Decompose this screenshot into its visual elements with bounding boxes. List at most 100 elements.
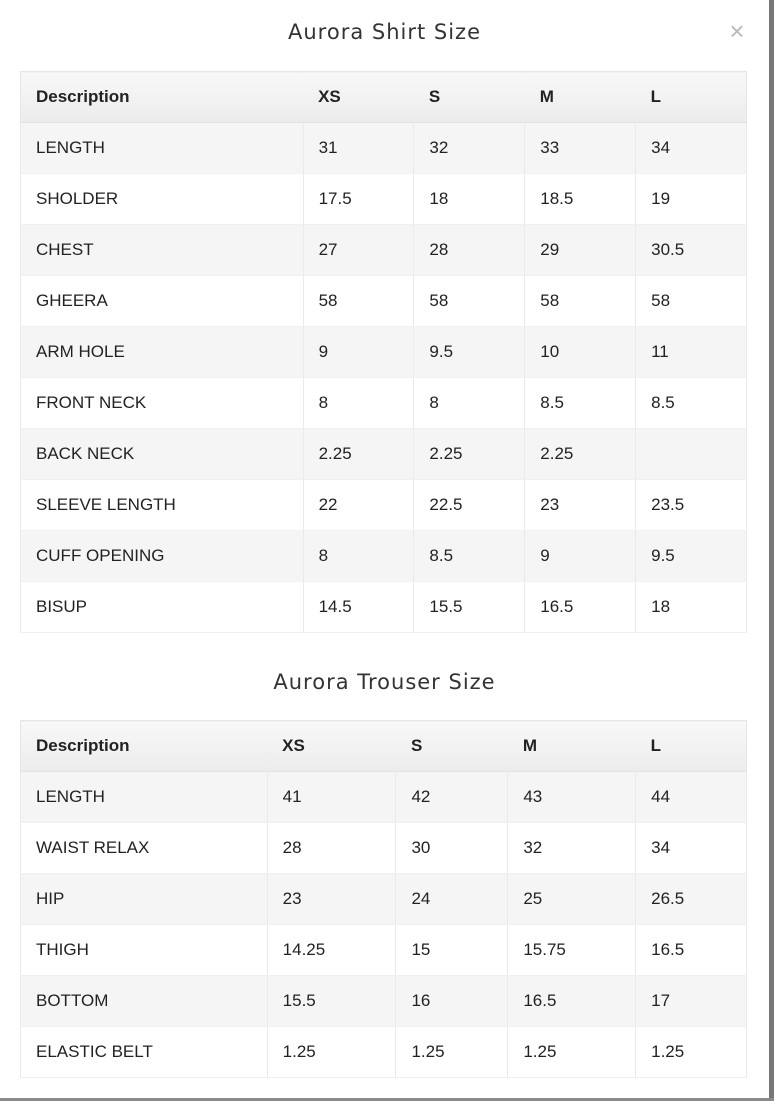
table-row: FRONT NECK 8 8 8.5 8.5 <box>20 377 747 429</box>
size-value: 19 <box>635 173 747 225</box>
size-value: 15.5 <box>266 975 397 1027</box>
size-value: 58 <box>302 275 415 327</box>
row-label: SLEEVE LENGTH <box>20 479 304 531</box>
row-label: LENGTH <box>20 122 304 174</box>
table-row: WAIST RELAX 28 30 32 34 <box>20 822 747 874</box>
size-value: 16.5 <box>507 975 637 1027</box>
column-header: Description <box>20 720 268 772</box>
size-value: 32 <box>413 122 526 174</box>
size-value: 14.25 <box>266 924 397 976</box>
size-value: 18 <box>413 173 526 225</box>
size-value: 23.5 <box>635 479 747 531</box>
window-bottom-edge <box>0 1098 774 1101</box>
size-value: 23 <box>524 479 637 531</box>
size-value: 10 <box>524 326 637 378</box>
scrollbar[interactable] <box>769 0 774 1101</box>
shirt-size-table: Description XS S M L LENGTH 31 32 33 34 SHOLDER 17… <box>20 71 747 633</box>
column-header: L <box>635 720 747 772</box>
table-header-row: Description XS S M L <box>20 720 747 772</box>
size-value: 8 <box>413 377 526 429</box>
column-header: S <box>413 71 525 123</box>
row-label: WAIST RELAX <box>20 822 268 874</box>
size-value: 23 <box>266 873 397 925</box>
table-row: SHOLDER 17.5 18 18.5 19 <box>20 173 747 225</box>
size-value: 15 <box>395 924 509 976</box>
row-label: FRONT NECK <box>20 377 304 429</box>
size-value: 30 <box>395 822 509 874</box>
size-value: 32 <box>507 822 637 874</box>
table-row: CUFF OPENING 8 8.5 9 9.5 <box>20 530 747 582</box>
size-value: 22.5 <box>413 479 526 531</box>
size-value: 14.5 <box>302 581 415 633</box>
size-value: 1.25 <box>507 1026 637 1078</box>
size-value: 8.5 <box>524 377 637 429</box>
size-value: 26.5 <box>635 873 747 925</box>
table-row: GHEERA 58 58 58 58 <box>20 275 747 327</box>
table-row: ARM HOLE 9 9.5 10 11 <box>20 326 747 378</box>
size-value: 58 <box>635 275 747 327</box>
row-label: THIGH <box>20 924 268 976</box>
size-value: 11 <box>635 326 747 378</box>
size-value: 18.5 <box>524 173 637 225</box>
size-value: 8 <box>302 530 415 582</box>
size-value: 24 <box>395 873 509 925</box>
size-value: 28 <box>413 224 526 276</box>
trouser-size-table: Description XS S M L LENGTH 41 42 43 44 WAIST REL… <box>20 720 747 1078</box>
row-label: BISUP <box>20 581 304 633</box>
size-value: 15.75 <box>507 924 637 976</box>
size-value: 16 <box>395 975 509 1027</box>
size-value: 16.5 <box>635 924 747 976</box>
size-value: 8.5 <box>413 530 526 582</box>
size-value <box>635 428 747 480</box>
size-value: 58 <box>413 275 526 327</box>
size-value: 9.5 <box>635 530 747 582</box>
size-value: 17 <box>635 975 747 1027</box>
size-value: 15.5 <box>413 581 526 633</box>
column-header: L <box>635 71 747 123</box>
size-value: 8 <box>302 377 415 429</box>
column-header: Description <box>20 71 304 123</box>
row-label: ARM HOLE <box>20 326 304 378</box>
size-value: 29 <box>524 224 637 276</box>
row-label: GHEERA <box>20 275 304 327</box>
row-label: CUFF OPENING <box>20 530 304 582</box>
row-label: ELASTIC BELT <box>20 1026 268 1078</box>
size-value: 1.25 <box>395 1026 509 1078</box>
size-value: 1.25 <box>635 1026 747 1078</box>
close-icon[interactable]: × <box>729 16 745 46</box>
size-value: 31 <box>302 122 415 174</box>
table-row: SLEEVE LENGTH 22 22.5 23 23.5 <box>20 479 747 531</box>
size-value: 25 <box>507 873 637 925</box>
table-row: HIP 23 24 25 26.5 <box>20 873 747 925</box>
table-row: LENGTH 31 32 33 34 <box>20 122 747 174</box>
column-header: S <box>395 720 508 772</box>
table-row: ELASTIC BELT 1.25 1.25 1.25 1.25 <box>20 1026 747 1078</box>
size-value: 2.25 <box>524 428 637 480</box>
table-row: BISUP 14.5 15.5 16.5 18 <box>20 581 747 633</box>
row-label: SHOLDER <box>20 173 304 225</box>
size-value: 9.5 <box>413 326 526 378</box>
column-header: M <box>507 720 636 772</box>
size-value: 8.5 <box>635 377 747 429</box>
column-header: M <box>524 71 636 123</box>
table-row: LENGTH 41 42 43 44 <box>20 771 747 823</box>
size-value: 30.5 <box>635 224 747 276</box>
table-row: CHEST 27 28 29 30.5 <box>20 224 747 276</box>
row-label: CHEST <box>20 224 304 276</box>
size-value: 41 <box>266 771 397 823</box>
row-label: HIP <box>20 873 268 925</box>
size-value: 44 <box>635 771 747 823</box>
table-row: THIGH 14.25 15 15.75 16.5 <box>20 924 747 976</box>
trouser-size-title: Aurora Trouser Size <box>273 670 496 694</box>
size-value: 9 <box>302 326 415 378</box>
size-value: 34 <box>635 822 747 874</box>
row-label: BOTTOM <box>20 975 268 1027</box>
table-header-row: Description XS S M L <box>20 71 747 123</box>
size-value: 17.5 <box>302 173 415 225</box>
size-value: 42 <box>395 771 509 823</box>
size-value: 18 <box>635 581 747 633</box>
column-header: XS <box>267 720 396 772</box>
size-value: 2.25 <box>413 428 526 480</box>
table-row: BACK NECK 2.25 2.25 2.25 <box>20 428 747 480</box>
